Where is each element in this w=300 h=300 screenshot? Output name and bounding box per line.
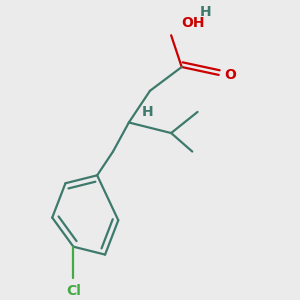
Text: Cl: Cl [66,284,81,298]
Text: H: H [142,105,154,119]
Text: O: O [224,68,236,82]
Text: H: H [200,5,212,20]
Text: OH: OH [182,16,205,30]
